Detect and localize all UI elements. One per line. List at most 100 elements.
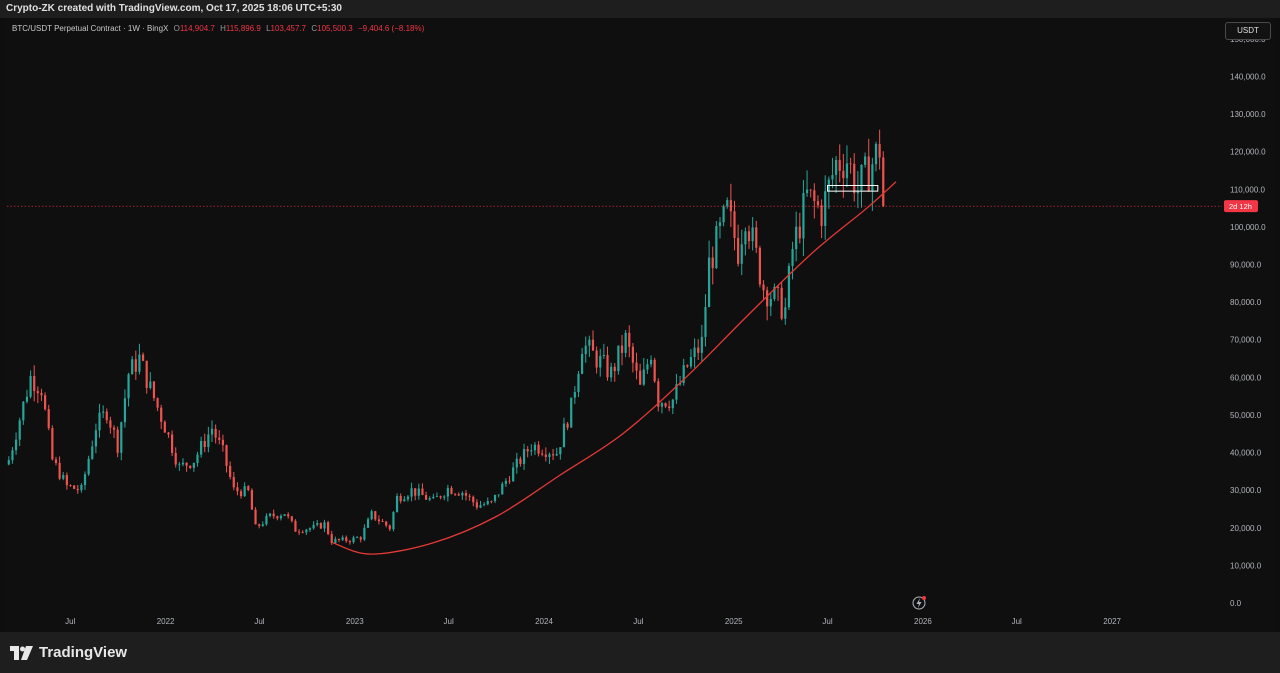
candle-body bbox=[40, 393, 43, 396]
candle-body bbox=[283, 514, 286, 516]
y-tick-label: 40,000.0 bbox=[1230, 449, 1262, 458]
candle-body bbox=[595, 350, 598, 368]
candle-body bbox=[486, 501, 489, 505]
x-tick-label: Jul bbox=[633, 617, 643, 626]
close-value: 105,500.3 bbox=[317, 24, 353, 33]
candle-body bbox=[860, 164, 863, 191]
candle-body bbox=[69, 485, 72, 486]
candle-body bbox=[167, 432, 170, 435]
candle-body bbox=[838, 160, 841, 171]
candle-body bbox=[871, 164, 874, 192]
candle-body bbox=[127, 374, 130, 399]
x-tick-label: 2024 bbox=[535, 617, 553, 626]
candle-body bbox=[163, 421, 166, 433]
candle-body bbox=[591, 339, 595, 351]
range-box[interactable] bbox=[827, 184, 879, 192]
candle-body bbox=[276, 516, 279, 519]
candle-body bbox=[160, 407, 163, 422]
candle-body bbox=[98, 412, 101, 431]
candle-body bbox=[149, 381, 152, 388]
y-tick-label: 140,000.0 bbox=[1230, 72, 1266, 81]
candle-body bbox=[787, 265, 791, 308]
candle-body bbox=[559, 447, 562, 455]
candle-body bbox=[853, 163, 856, 194]
candle-body bbox=[737, 237, 740, 264]
candle-body bbox=[715, 226, 718, 269]
candle-body bbox=[570, 397, 573, 428]
candle-body bbox=[388, 525, 391, 530]
candle-body bbox=[602, 354, 605, 357]
open-label: O bbox=[173, 24, 180, 33]
candle-body bbox=[424, 495, 428, 500]
candle-body bbox=[457, 494, 460, 496]
candle-body bbox=[152, 381, 156, 399]
candle-body bbox=[671, 399, 674, 409]
candle-body bbox=[864, 156, 867, 165]
candle-body bbox=[210, 428, 214, 435]
candle-body bbox=[845, 163, 849, 179]
candle-body bbox=[185, 462, 188, 466]
candle-body bbox=[824, 191, 827, 226]
candle-body bbox=[327, 522, 330, 535]
candle-body bbox=[392, 512, 395, 530]
candle-body bbox=[43, 395, 47, 410]
candle-body bbox=[18, 420, 21, 440]
candle-body bbox=[682, 365, 685, 383]
currency-unit-button[interactable]: USDT bbox=[1225, 22, 1271, 40]
y-tick-label: 30,000.0 bbox=[1230, 486, 1262, 495]
candle-body bbox=[515, 458, 518, 468]
candle-body bbox=[319, 523, 322, 529]
candle-body bbox=[51, 428, 54, 460]
candle-body bbox=[522, 449, 526, 464]
candle-body bbox=[468, 495, 471, 497]
candle-body bbox=[377, 519, 381, 522]
close-label: C bbox=[311, 24, 318, 33]
candle-body bbox=[668, 406, 671, 409]
candle-body bbox=[639, 370, 642, 385]
candle-body bbox=[653, 359, 656, 382]
candle-body bbox=[406, 496, 410, 500]
candle-body bbox=[352, 537, 355, 543]
tradingview-brand[interactable]: TradingView bbox=[10, 644, 127, 661]
x-tick-label: Jul bbox=[65, 617, 75, 626]
open-value: 114,904.7 bbox=[179, 24, 215, 33]
candle-body bbox=[47, 409, 50, 429]
time-axis: Jul 2022 Jul 2023 Jul 2024 Jul 2025 Jul 2026 Jul 20… bbox=[65, 617, 1121, 626]
candle-body bbox=[780, 287, 783, 319]
candle-body bbox=[334, 538, 337, 544]
candle-body bbox=[54, 459, 58, 463]
y-tick-label: 130,000.0 bbox=[1230, 110, 1266, 119]
candle-body bbox=[577, 373, 580, 393]
candle-body bbox=[508, 480, 511, 482]
candle-body bbox=[192, 462, 195, 468]
candle-body bbox=[80, 485, 83, 491]
candle-body bbox=[562, 423, 566, 448]
candle-body bbox=[776, 286, 780, 288]
candle-body bbox=[493, 494, 497, 502]
candle-body bbox=[435, 496, 439, 498]
support-curve[interactable] bbox=[332, 181, 897, 555]
candle-body bbox=[196, 454, 199, 463]
candle-body bbox=[642, 369, 645, 385]
candle-body bbox=[454, 493, 457, 495]
candle-body bbox=[131, 359, 134, 375]
high-value: 115,896.9 bbox=[225, 24, 261, 33]
chart-area[interactable] bbox=[5, 18, 1275, 632]
candle-body bbox=[374, 511, 377, 520]
candle-body bbox=[312, 524, 315, 529]
candle-body bbox=[584, 345, 587, 355]
candle-body bbox=[417, 488, 420, 496]
candle-body bbox=[330, 534, 333, 544]
candle-body bbox=[711, 257, 714, 269]
candle-body bbox=[356, 537, 359, 539]
symbol-legend[interactable]: BTC/USDT Perpetual Contract · 1W · BingX… bbox=[12, 24, 424, 33]
x-tick-label: 2025 bbox=[725, 617, 743, 626]
candle-body bbox=[337, 538, 341, 540]
candle-body bbox=[290, 516, 293, 521]
candle-body bbox=[156, 398, 159, 408]
lightning-alert-icon[interactable] bbox=[912, 596, 926, 610]
candle-body bbox=[726, 200, 729, 207]
candle-body bbox=[323, 522, 326, 529]
candle-body bbox=[675, 384, 678, 400]
